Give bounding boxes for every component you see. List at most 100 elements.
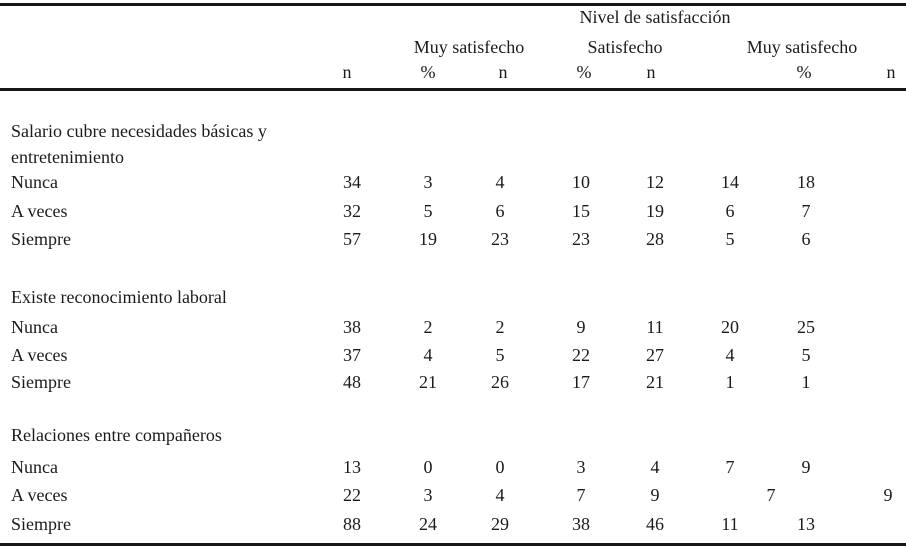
cell-sat-pct: 38 — [572, 514, 590, 534]
table-row: Siempre 88 24 29 38 46 11 13 — [0, 513, 906, 535]
cell-sat-pct: 10 — [572, 172, 590, 192]
row-label: Nunca — [11, 457, 58, 477]
cell-muy2-pct: 7 — [725, 457, 735, 477]
section-title: Relaciones entre compañeros — [11, 425, 222, 445]
header-rule — [0, 88, 906, 91]
cell-sat-pct: 3 — [576, 457, 586, 477]
cell-muy2-pct: 4 — [725, 345, 735, 365]
row-label: Siempre — [11, 372, 71, 392]
cell-n-total: 34 — [343, 172, 361, 192]
col-header-n-2: n — [646, 62, 656, 82]
cell-muy1-pct: 4 — [423, 345, 433, 365]
section-title: Existe reconocimiento laboral — [11, 287, 227, 307]
bottom-rule — [0, 543, 906, 546]
cell-muy2-n: 9 — [801, 457, 811, 477]
cell-muy2-pct: 7 — [766, 485, 776, 505]
cell-sat-pct: 17 — [572, 372, 590, 392]
cell-muy2-n: 7 — [801, 201, 811, 221]
table-row: A veces 37 4 5 22 27 4 5 — [0, 344, 906, 366]
cell-muy2-pct: 14 — [721, 172, 739, 192]
group-header-muy-satisfecho-2: Muy satisfecho — [746, 37, 858, 57]
cell-muy2-n: 18 — [797, 172, 815, 192]
cell-sat-n: 4 — [650, 457, 660, 477]
table-row: Nunca 34 3 4 10 12 14 18 — [0, 171, 906, 193]
cell-muy1-pct: 2 — [423, 317, 433, 337]
top-rule — [0, 3, 906, 6]
cell-muy1-n: 23 — [491, 229, 509, 249]
cell-muy2-n: 13 — [797, 514, 815, 534]
cell-muy1-pct: 3 — [423, 172, 433, 192]
cell-sat-pct: 22 — [572, 345, 590, 365]
table-row: Siempre 57 19 23 23 28 5 6 — [0, 228, 906, 250]
cell-n-total: 22 — [343, 485, 361, 505]
cell-muy2-n: 9 — [883, 485, 893, 505]
cell-muy1-pct: 21 — [419, 372, 437, 392]
cell-n-total: 88 — [343, 514, 361, 534]
section-title: Salario cubre necesidades básicas y — [11, 121, 267, 141]
row-label: A veces — [11, 485, 68, 505]
section-title-line2: entretenimiento — [11, 147, 124, 167]
cell-sat-pct: 9 — [576, 317, 586, 337]
cell-sat-n: 19 — [646, 201, 664, 221]
cell-sat-pct: 7 — [576, 485, 586, 505]
table-spanning-header: Nivel de satisfacción — [579, 7, 731, 27]
cell-muy2-pct: 6 — [725, 201, 735, 221]
cell-muy1-n: 4 — [495, 172, 505, 192]
cell-muy1-pct: 24 — [419, 514, 437, 534]
cell-muy1-n: 5 — [495, 345, 505, 365]
cell-muy1-n: 0 — [495, 457, 505, 477]
column-header-row: n % n % n % n — [0, 61, 906, 83]
cell-sat-n: 9 — [650, 485, 660, 505]
cell-sat-n: 12 — [646, 172, 664, 192]
cell-n-total: 13 — [343, 457, 361, 477]
col-header-pct-3: % — [796, 62, 812, 82]
col-header-n-1: n — [498, 62, 508, 82]
cell-n-total: 32 — [343, 201, 361, 221]
table-row: Siempre 48 21 26 17 21 1 1 — [0, 371, 906, 393]
col-header-n-total: n — [342, 62, 352, 82]
table-row: Nunca 38 2 2 9 11 20 25 — [0, 316, 906, 338]
cell-muy1-n: 2 — [495, 317, 505, 337]
row-label: Nunca — [11, 172, 58, 192]
cell-sat-n: 27 — [646, 345, 664, 365]
cell-sat-n: 46 — [646, 514, 664, 534]
row-label: Nunca — [11, 317, 58, 337]
cell-muy1-pct: 19 — [419, 229, 437, 249]
cell-sat-n: 21 — [646, 372, 664, 392]
cell-muy2-pct: 5 — [725, 229, 735, 249]
cell-sat-pct: 15 — [572, 201, 590, 221]
cell-sat-n: 28 — [646, 229, 664, 249]
col-header-pct-2: % — [576, 62, 592, 82]
group-header-muy-satisfecho-1: Muy satisfecho — [413, 37, 525, 57]
cell-n-total: 37 — [343, 345, 361, 365]
cell-muy1-n: 26 — [491, 372, 509, 392]
cell-n-total: 48 — [343, 372, 361, 392]
cell-muy2-n: 5 — [801, 345, 811, 365]
row-label: Siempre — [11, 514, 71, 534]
cell-n-total: 57 — [343, 229, 361, 249]
cell-muy2-n: 25 — [797, 317, 815, 337]
row-label: A veces — [11, 201, 68, 221]
cell-muy2-pct: 20 — [721, 317, 739, 337]
row-label: Siempre — [11, 229, 71, 249]
cell-muy1-n: 6 — [495, 201, 505, 221]
cell-muy2-n: 6 — [801, 229, 811, 249]
cell-muy1-n: 4 — [495, 485, 505, 505]
col-header-pct-1: % — [420, 62, 436, 82]
row-label: A veces — [11, 345, 68, 365]
cell-muy1-pct: 3 — [423, 485, 433, 505]
cell-muy1-pct: 5 — [423, 201, 433, 221]
cell-n-total: 38 — [343, 317, 361, 337]
cell-sat-pct: 23 — [572, 229, 590, 249]
col-header-n-3: n — [886, 62, 896, 82]
cell-muy2-n: 1 — [801, 372, 811, 392]
group-header-satisfecho: Satisfecho — [587, 37, 663, 57]
cell-muy1-n: 29 — [491, 514, 509, 534]
table-row: A veces 32 5 6 15 19 6 7 — [0, 200, 906, 222]
cell-sat-n: 11 — [646, 317, 664, 337]
cell-muy1-pct: 0 — [423, 457, 433, 477]
cell-muy2-pct: 1 — [725, 372, 735, 392]
cell-muy2-pct: 11 — [721, 514, 739, 534]
table-row: A veces 22 3 4 7 9 7 9 — [0, 484, 906, 506]
